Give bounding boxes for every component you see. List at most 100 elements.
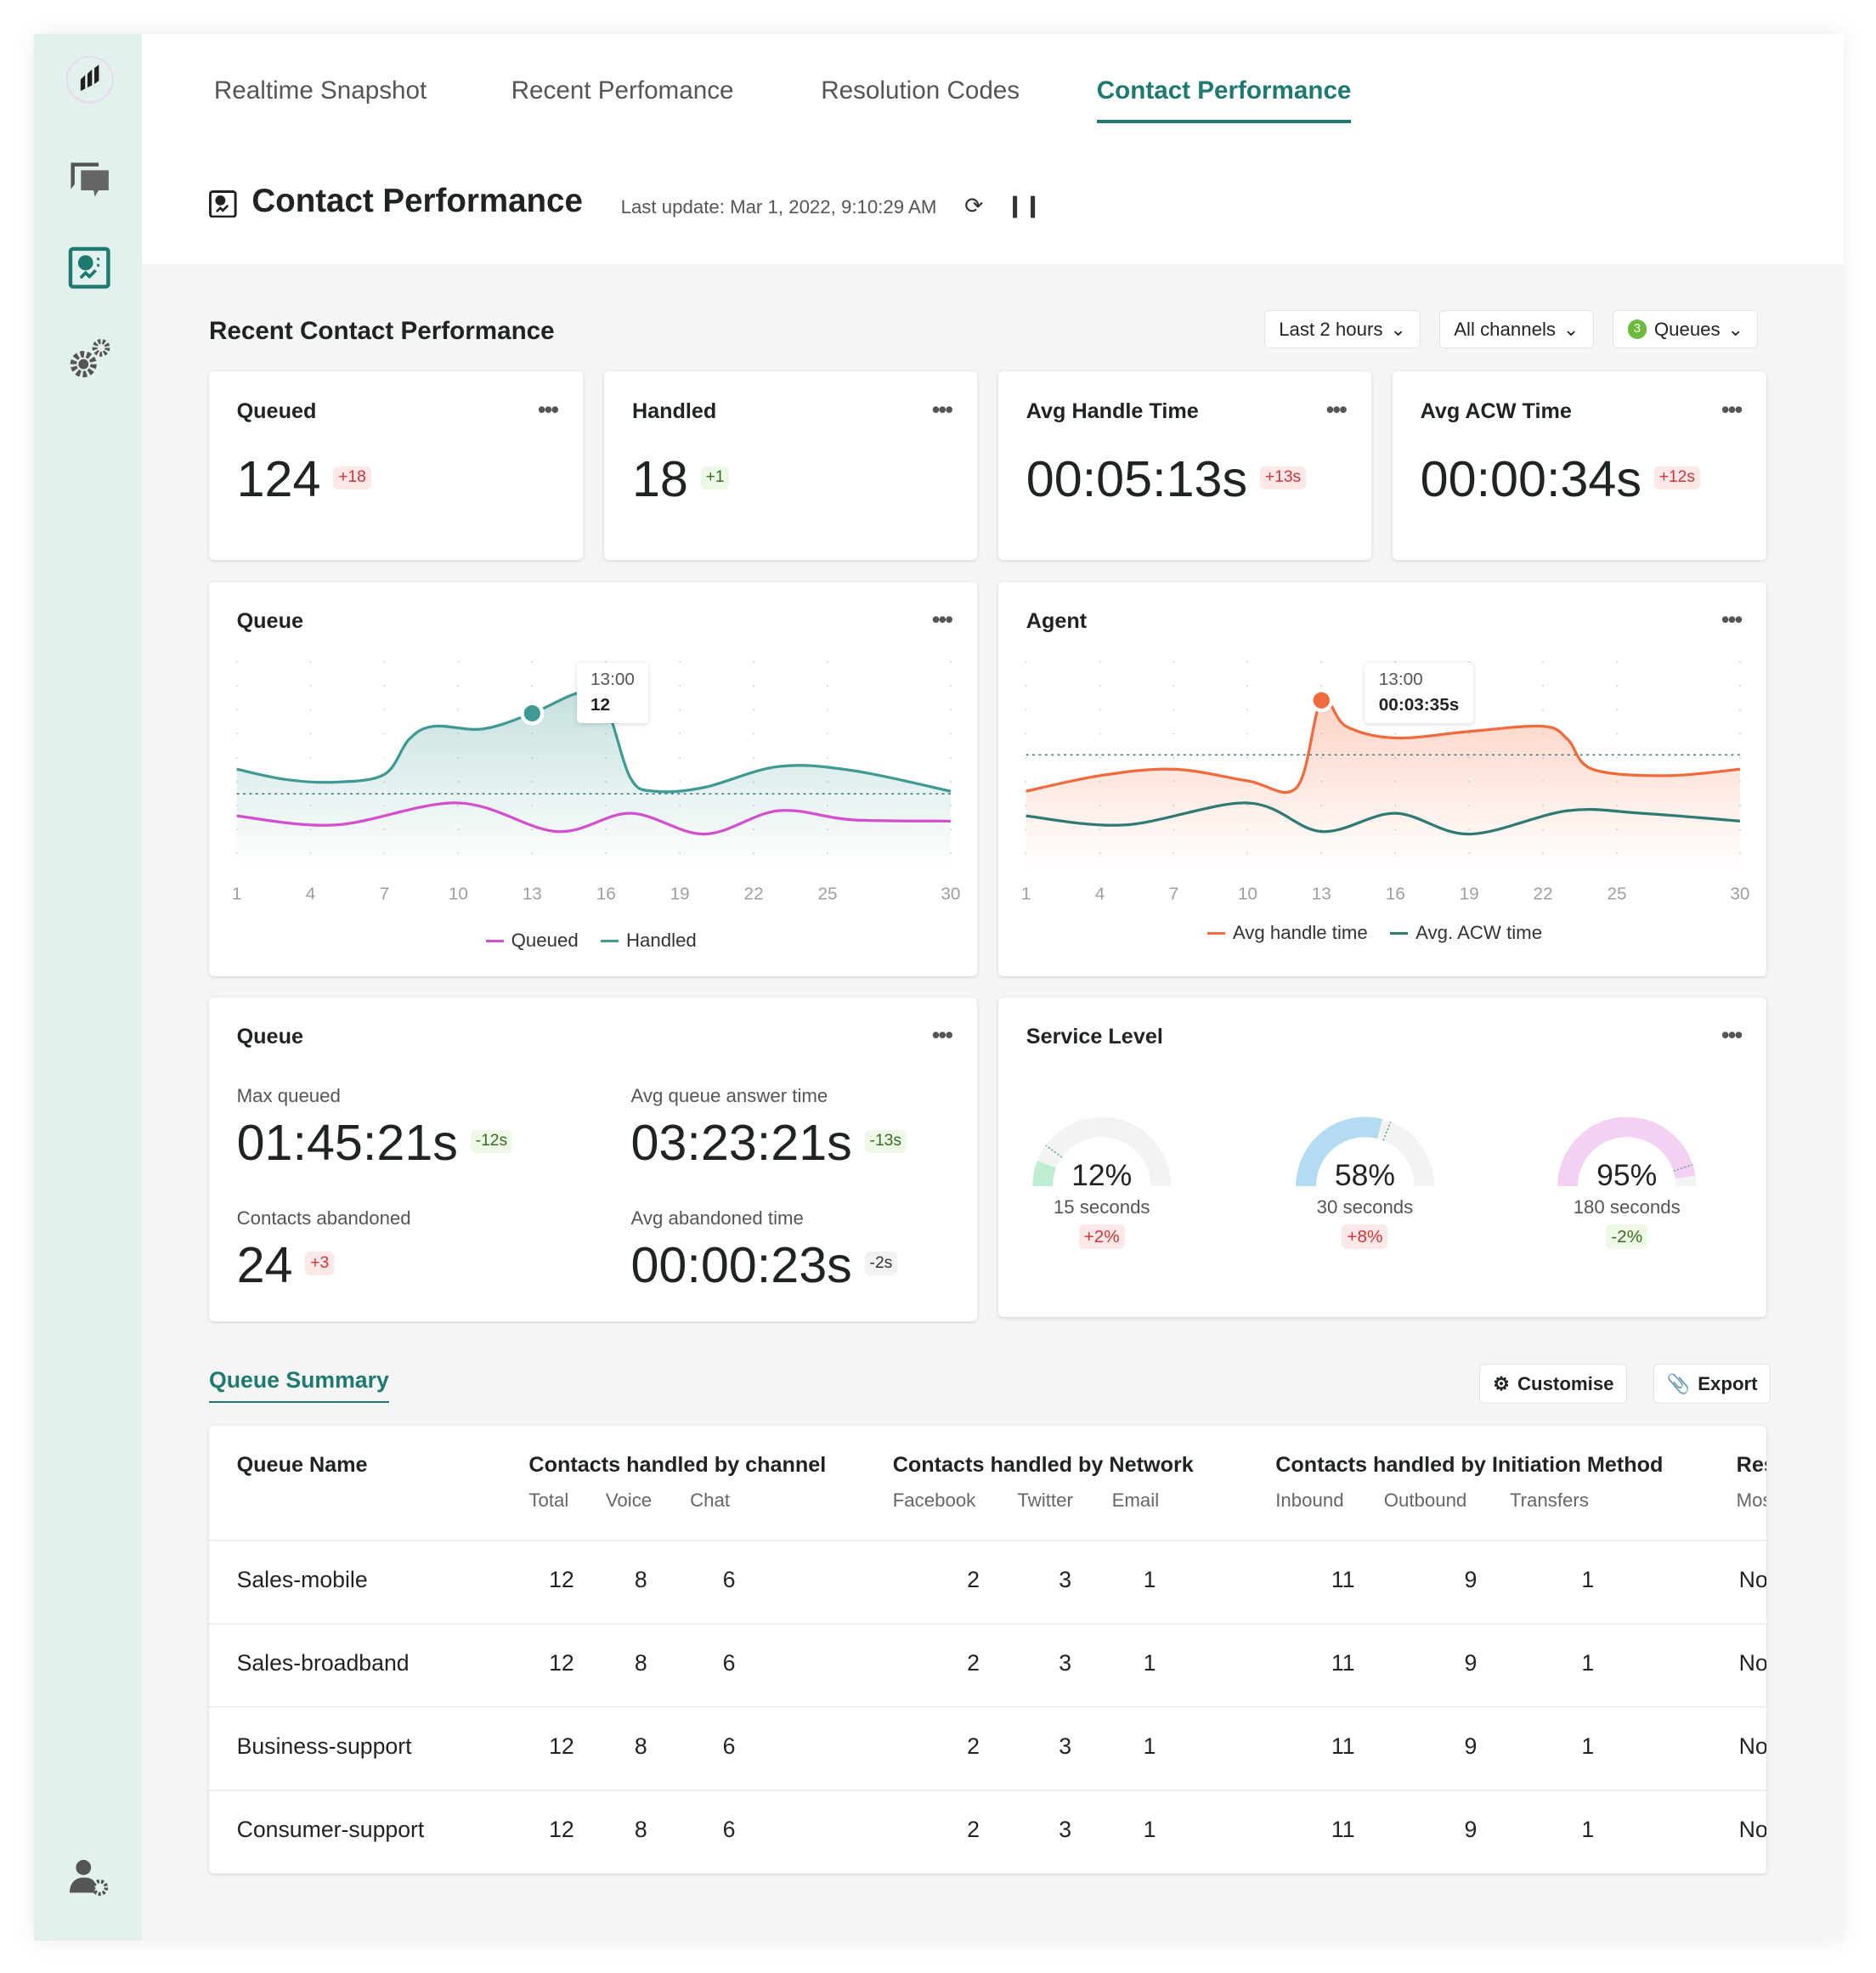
gauge-track xyxy=(1032,1117,1172,1187)
settings-icon[interactable] xyxy=(65,334,115,384)
logo-icon[interactable] xyxy=(65,54,115,105)
table-cell: 2 xyxy=(967,1816,980,1842)
table-cell: 11 xyxy=(1331,1649,1355,1676)
tab-recent-performance[interactable]: Recent Perfomance xyxy=(511,76,734,105)
queue-name-cell: Consumer-support xyxy=(236,1816,425,1842)
chevron-down-icon: ⌄ xyxy=(1727,318,1744,340)
table-cell: 1 xyxy=(1581,1733,1595,1759)
legend-item-avg-handle-time[interactable]: Avg handle time xyxy=(1207,922,1368,944)
queue-name-cell: Sales-mobile xyxy=(236,1567,368,1593)
x-tick-label: 10 xyxy=(449,884,468,903)
column-header[interactable]: Queue Name xyxy=(236,1453,368,1478)
table-cell: 6 xyxy=(722,1816,736,1842)
gauge-percent: 58% xyxy=(1334,1158,1396,1193)
table-row[interactable]: Sales-mobile 12 8 6 2 3 1 11 9 1 No xyxy=(208,1540,1767,1625)
more-options-icon[interactable]: ••• xyxy=(1721,396,1743,422)
table-cell: 8 xyxy=(634,1649,647,1676)
time-range-dropdown[interactable]: Last 2 hours ⌄ xyxy=(1263,309,1421,349)
legend-item-handled[interactable]: Handled xyxy=(601,930,697,952)
tab-resolution-codes[interactable]: Resolution Codes xyxy=(821,76,1020,105)
x-tick-label: 25 xyxy=(817,884,837,903)
x-tick-label: 22 xyxy=(1534,884,1553,903)
gauge-threshold: 30 seconds xyxy=(1316,1196,1414,1218)
more-options-icon[interactable]: ••• xyxy=(931,396,953,422)
more-options-icon[interactable]: ••• xyxy=(1721,607,1743,633)
x-tick-label: 19 xyxy=(1460,884,1479,903)
table-row[interactable]: Consumer-support 12 8 6 2 3 1 11 9 1 No xyxy=(208,1789,1767,1874)
table-cell: 6 xyxy=(722,1567,736,1593)
column-header[interactable]: Transfers xyxy=(1509,1490,1589,1512)
legend-item-queued[interactable]: Queued xyxy=(486,930,579,952)
x-tick-label: 10 xyxy=(1238,884,1257,903)
series-line-avg-handle-time xyxy=(1026,696,1741,794)
service-level-gauge: 12% 15 seconds +2% xyxy=(1014,1113,1189,1249)
legend-item-avg-acw-time[interactable]: Avg. ACW time xyxy=(1390,922,1542,944)
queue-chart: 1 4 7 10 13 16 19 22 25 30 xyxy=(232,661,960,903)
gauge-percent: 12% xyxy=(1071,1158,1133,1193)
hover-point[interactable] xyxy=(1309,687,1334,712)
column-header[interactable]: Chat xyxy=(690,1490,731,1512)
x-tick-label: 30 xyxy=(1731,884,1750,903)
resolution-cell: No xyxy=(1738,1816,1767,1842)
column-header[interactable]: Twitter xyxy=(1017,1490,1073,1512)
table-cell: 11 xyxy=(1331,1567,1355,1593)
column-header[interactable]: Outbound xyxy=(1383,1490,1467,1512)
column-header[interactable]: Mos xyxy=(1736,1490,1767,1512)
pause-icon[interactable]: ❙❙ xyxy=(1006,193,1043,218)
gauge-marker xyxy=(1382,1121,1392,1141)
stat-label: Avg abandoned time xyxy=(630,1207,804,1230)
table-cell: 1 xyxy=(1143,1649,1156,1676)
column-header[interactable]: Voice xyxy=(605,1490,653,1512)
tab-realtime-snapshot[interactable]: Realtime Snapshot xyxy=(213,76,427,105)
x-tick-label: 7 xyxy=(1169,884,1179,903)
table-cell: 9 xyxy=(1464,1649,1478,1676)
export-button[interactable]: 📎 Export xyxy=(1653,1363,1771,1405)
refresh-icon[interactable]: ⟳ xyxy=(964,192,984,218)
chart-tooltip: 13:00 12 xyxy=(576,662,649,724)
stat-delta-badge: -2s xyxy=(864,1252,898,1276)
column-header[interactable]: Facebook xyxy=(892,1490,976,1512)
x-tick-label: 16 xyxy=(1386,884,1405,903)
queue-name-cell: Business-support xyxy=(236,1733,412,1759)
chat-icon[interactable] xyxy=(65,155,115,205)
more-options-icon[interactable]: ••• xyxy=(931,1022,953,1049)
queue-chart-card: Queue ••• 1 4 7 10 13 16 19 22 25 30 13:00 12 Que… xyxy=(208,581,977,976)
table-row[interactable]: Business-support 12 8 6 2 3 1 11 9 1 No xyxy=(208,1706,1767,1791)
more-options-icon[interactable]: ••• xyxy=(1325,396,1348,422)
column-header[interactable]: Inbound xyxy=(1275,1490,1344,1512)
column-group-header: Contacts handled by Initiation Method xyxy=(1275,1453,1664,1478)
stat-value: 00:00:23s xyxy=(630,1235,852,1293)
service-level-card: Service Level ••• 12% 15 seconds +2% 58%… xyxy=(998,997,1767,1318)
user-settings-icon[interactable] xyxy=(65,1852,115,1902)
more-options-icon[interactable]: ••• xyxy=(537,396,559,422)
queue-summary-title[interactable]: Queue Summary xyxy=(208,1367,389,1404)
table-cell: 1 xyxy=(1581,1816,1595,1842)
customise-button[interactable]: ⚙ Customise xyxy=(1479,1363,1628,1405)
dashboard-icon[interactable] xyxy=(65,243,115,293)
queues-dropdown[interactable]: 3 Queues ⌄ xyxy=(1613,309,1759,349)
column-header[interactable]: Email xyxy=(1111,1490,1160,1512)
table-cell: 1 xyxy=(1581,1567,1595,1593)
more-options-icon[interactable]: ••• xyxy=(1721,1022,1743,1049)
more-options-icon[interactable]: ••• xyxy=(931,607,953,633)
gauge-marker xyxy=(1045,1145,1063,1158)
gauge-arc xyxy=(1557,1117,1697,1187)
table-cell: 1 xyxy=(1581,1649,1595,1676)
channels-value: All channels xyxy=(1454,318,1557,340)
kpi-delta-badge: +18 xyxy=(333,466,371,490)
table-row[interactable]: Sales-broadband 12 8 6 2 3 1 11 9 1 No xyxy=(208,1623,1767,1708)
agent-chart: 1 4 7 10 13 16 19 22 25 30 xyxy=(1021,661,1750,903)
table-cell: 1 xyxy=(1143,1816,1156,1842)
table-cell: 6 xyxy=(722,1649,736,1676)
kpi-card-queued: Queued ••• 124 +18 xyxy=(208,371,584,561)
channels-dropdown[interactable]: All channels ⌄ xyxy=(1438,309,1594,349)
section-title: Recent Contact Performance xyxy=(208,317,555,346)
hover-point[interactable] xyxy=(520,701,545,726)
table-cell: 12 xyxy=(549,1733,574,1759)
x-tick-label: 13 xyxy=(523,884,542,903)
tab-contact-performance[interactable]: Contact Performance xyxy=(1096,76,1352,123)
table-cell: 12 xyxy=(549,1649,574,1676)
gauge-threshold: 180 seconds xyxy=(1573,1196,1681,1218)
column-header[interactable]: Total xyxy=(528,1490,569,1512)
app-window: Realtime Snapshot Recent Perfomance Reso… xyxy=(34,34,1844,1941)
